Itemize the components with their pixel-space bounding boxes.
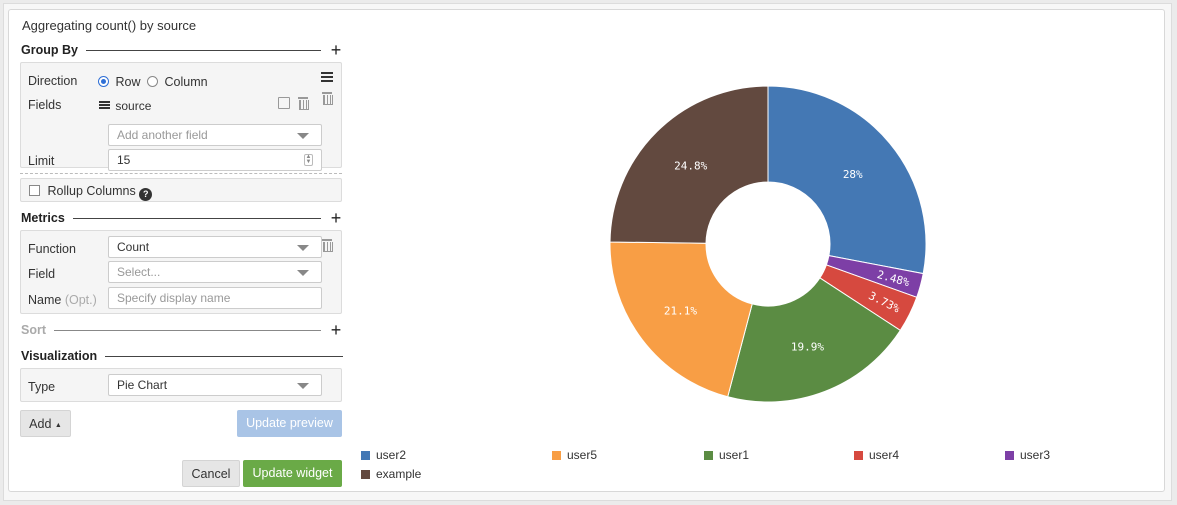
direction-column-option[interactable]: Column xyxy=(147,75,208,89)
type-select[interactable]: Pie Chart xyxy=(108,374,322,396)
direction-row-label: Row xyxy=(115,75,141,89)
pie-chart: 28%2.48%3.73%19.9%21.1%24.8% xyxy=(609,85,927,403)
add-field-select[interactable]: Add another field xyxy=(108,124,322,146)
metrics-header: Metrics + xyxy=(21,208,343,228)
display-name-input[interactable]: Specify display name xyxy=(108,287,322,309)
metric-trash-icon[interactable] xyxy=(322,239,333,254)
limit-label: Limit xyxy=(28,154,55,168)
visualization-box: Type Pie Chart xyxy=(20,368,342,402)
metrics-box: Function Count Field Select... Name (Opt… xyxy=(20,230,342,314)
visualization-label: Visualization xyxy=(21,349,98,363)
name-label: Name (Opt.) xyxy=(28,293,97,307)
pie-slice-example[interactable] xyxy=(609,85,769,244)
legend-item-user4[interactable]: user4 xyxy=(854,448,899,462)
add-dropdown-button[interactable]: Add ▲ xyxy=(20,410,71,437)
pie-slice-user2[interactable] xyxy=(767,85,927,275)
legend-label: user1 xyxy=(719,448,750,462)
divider xyxy=(72,217,321,219)
function-select[interactable]: Count xyxy=(108,236,322,258)
divider xyxy=(20,173,342,174)
pie-label-user5: 21.1% xyxy=(664,305,697,318)
help-icon[interactable]: ? xyxy=(139,188,153,201)
limit-input[interactable]: 15 ▲ ▼ xyxy=(108,149,322,171)
field-trash-icon[interactable] xyxy=(298,97,309,112)
page-title: Aggregating count() by source xyxy=(22,18,197,33)
group-by-box: Direction Row Column Fields source Add a… xyxy=(20,62,342,171)
rollup-label: Rollup Columns xyxy=(47,184,136,198)
add-group-plus-icon[interactable]: + xyxy=(330,40,342,60)
legend-swatch xyxy=(704,450,713,460)
legend-item-user5[interactable]: user5 xyxy=(552,448,597,462)
legend-swatch xyxy=(1005,450,1014,460)
legend-item-example[interactable]: example xyxy=(361,467,421,481)
update-preview-button[interactable]: Update preview xyxy=(237,410,342,437)
legend-swatch xyxy=(854,450,863,460)
direction-column-label: Column xyxy=(164,75,208,89)
pie-label-example: 24.8% xyxy=(674,160,707,173)
name-opt-label: (Opt.) xyxy=(64,293,97,307)
add-sort-plus-icon[interactable]: + xyxy=(330,320,342,340)
legend-label: user5 xyxy=(567,448,598,462)
group-by-label: Group By xyxy=(21,43,78,57)
caret-up-icon: ▲ xyxy=(54,422,62,429)
legend-label: user3 xyxy=(1020,448,1051,462)
sort-label: Sort xyxy=(21,323,46,337)
legend-swatch xyxy=(361,469,370,479)
pie-label-user1: 19.9% xyxy=(791,341,824,354)
metrics-label: Metrics xyxy=(21,211,65,225)
drag-handle-icon[interactable] xyxy=(321,72,333,86)
name-label-text: Name xyxy=(28,293,62,307)
chevron-down-icon xyxy=(297,270,309,276)
legend-label: user4 xyxy=(869,448,900,462)
spinner-icon[interactable]: ▲ ▼ xyxy=(304,154,313,166)
pie-slice-user1[interactable] xyxy=(727,277,901,403)
update-widget-button[interactable]: Update widget xyxy=(243,460,342,487)
field-source-label: source xyxy=(115,99,152,113)
function-label: Function xyxy=(28,242,76,256)
add-metric-plus-icon[interactable]: + xyxy=(330,208,342,228)
display-name-placeholder: Specify display name xyxy=(117,291,231,305)
legend-label: user2 xyxy=(376,448,407,462)
add-button-label: Add xyxy=(29,417,52,431)
radio-row[interactable] xyxy=(98,76,109,87)
type-value: Pie Chart xyxy=(117,378,168,392)
field-item-source: source xyxy=(99,99,151,113)
legend-swatch xyxy=(552,450,561,460)
chevron-down-icon xyxy=(297,245,309,251)
limit-value: 15 xyxy=(117,153,131,167)
rollup-option[interactable]: Rollup Columns ? xyxy=(29,184,153,201)
add-field-placeholder: Add another field xyxy=(117,128,208,142)
legend-item-user2[interactable]: user2 xyxy=(361,448,406,462)
legend-swatch xyxy=(361,450,370,460)
divider xyxy=(54,329,321,331)
field-label: Field xyxy=(28,267,56,281)
widget-editor-panel: Aggregating count() by source Group By +… xyxy=(8,9,1165,492)
field-drag-icon[interactable] xyxy=(99,101,110,110)
rollup-box: Rollup Columns ? xyxy=(20,178,342,202)
sort-header: Sort + xyxy=(21,320,343,340)
field-select[interactable]: Select... xyxy=(108,261,322,283)
field-placeholder: Select... xyxy=(117,265,161,279)
cancel-button[interactable]: Cancel xyxy=(182,460,240,487)
trash-icon[interactable] xyxy=(322,92,333,107)
divider xyxy=(85,49,321,51)
direction-row-option[interactable]: Row xyxy=(98,75,141,89)
legend-item-user1[interactable]: user1 xyxy=(704,448,749,462)
type-label: Type xyxy=(28,380,56,394)
visualization-header: Visualization xyxy=(21,348,343,364)
legend-label: example xyxy=(376,467,422,481)
edit-icon[interactable] xyxy=(278,97,290,109)
radio-column[interactable] xyxy=(147,76,158,87)
group-by-header: Group By + xyxy=(21,40,343,60)
chevron-down-icon xyxy=(297,383,309,389)
legend-item-user3[interactable]: user3 xyxy=(1005,448,1050,462)
function-value: Count xyxy=(117,240,150,254)
direction-label: Direction xyxy=(28,74,78,88)
fields-label: Fields xyxy=(28,98,62,112)
rollup-checkbox[interactable] xyxy=(29,185,40,196)
chevron-down-icon xyxy=(297,133,309,139)
pie-label-user2: 28% xyxy=(843,168,863,181)
divider xyxy=(105,355,343,357)
pie-slice-user5[interactable] xyxy=(609,241,753,398)
